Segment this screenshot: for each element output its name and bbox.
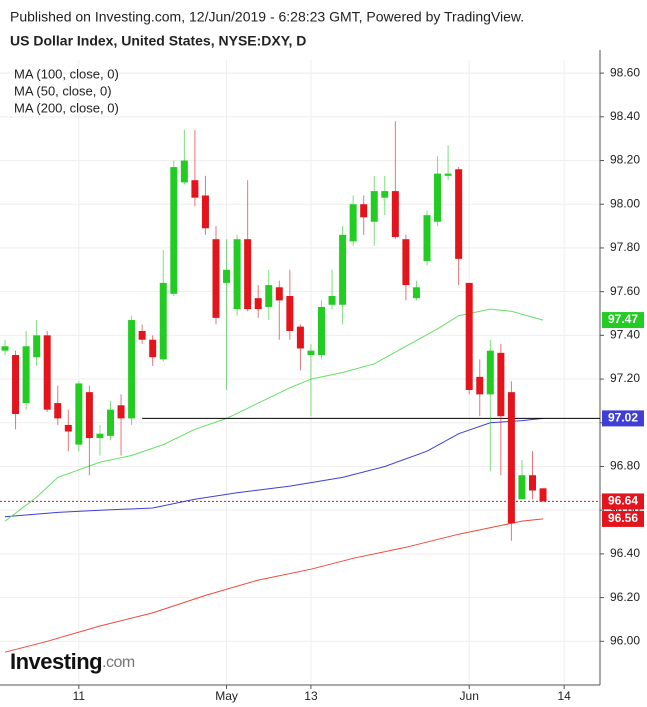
y-tick-label: 98.00	[610, 196, 640, 210]
candle-body	[296, 326, 304, 349]
candle-body	[391, 191, 399, 238]
moving-average-line	[4, 417, 544, 518]
candle-body	[497, 352, 505, 417]
candle-body	[223, 269, 231, 283]
chart-subtitle: Published on Investing.com, 12/Jun/2019 …	[10, 9, 524, 25]
candle-body	[360, 204, 368, 218]
y-tick-label: 98.20	[610, 153, 640, 167]
x-tick-label: 13	[304, 689, 318, 703]
y-tick-label: 97.40	[610, 328, 640, 342]
candle-body	[412, 287, 420, 299]
y-tick-label: 96.80	[610, 459, 640, 473]
plot-area	[1, 121, 600, 653]
x-tick-label: 11	[73, 689, 86, 703]
legend-entry: MA (100, close, 0)	[14, 66, 119, 81]
price-label: 96.64	[608, 494, 638, 508]
candle-body	[233, 239, 241, 310]
candle-body	[1, 346, 9, 351]
candle-body	[265, 285, 273, 307]
candle-body	[170, 167, 178, 294]
candle-body	[476, 376, 484, 395]
y-tick-label: 98.40	[610, 109, 640, 123]
candle-body	[339, 234, 347, 305]
moving-average-line	[4, 308, 544, 522]
price-label-box	[602, 510, 644, 527]
x-tick-label: May	[215, 689, 238, 703]
candle-body	[128, 320, 136, 419]
y-tick-label: 97.20	[610, 371, 640, 385]
candle-body	[539, 488, 547, 502]
brand-logo: Investing.com	[10, 649, 135, 674]
candle-body	[96, 433, 104, 439]
candle-body	[381, 191, 389, 198]
y-tick-label: 96.20	[610, 590, 640, 604]
candle-body	[402, 239, 410, 286]
x-tick-label: Jun	[460, 689, 479, 703]
candle-body	[328, 296, 336, 305]
candle-body	[254, 298, 262, 310]
candle-body	[149, 339, 157, 358]
candle-body	[444, 173, 452, 176]
candle-body	[85, 392, 93, 439]
candle-body	[117, 405, 125, 419]
candle-body	[507, 392, 515, 524]
price-label: 97.47	[608, 312, 638, 326]
brand-name: Investing	[10, 649, 102, 674]
candle-body	[370, 191, 378, 222]
price-label-box	[602, 410, 644, 427]
candle-body	[22, 346, 30, 404]
legend-entry: MA (50, close, 0)	[14, 83, 112, 98]
candle-body	[12, 355, 20, 415]
candle-body	[107, 409, 114, 436]
price-label: 96.56	[608, 511, 638, 525]
candle-body	[275, 287, 283, 301]
candle-body	[138, 330, 146, 340]
candle-body	[54, 403, 62, 419]
y-tick-label: 96.00	[610, 633, 640, 647]
candle-body	[423, 215, 431, 262]
candle-body	[465, 282, 473, 390]
price-label-box	[602, 493, 644, 510]
candle-body	[286, 296, 294, 331]
price-label-box	[602, 312, 644, 329]
candle-body	[518, 475, 526, 500]
legend-entry: MA (200, close, 0)	[14, 100, 119, 115]
candle-body	[455, 169, 463, 259]
candle-body	[75, 383, 83, 445]
y-tick-label: 98.60	[610, 65, 640, 79]
moving-average-line	[4, 518, 544, 653]
chart-title: US Dollar Index, United States, NYSE:DXY…	[10, 33, 306, 49]
candle-body	[212, 239, 220, 318]
price-label: 97.02	[608, 411, 638, 425]
candle-body	[180, 160, 188, 183]
candle-body	[307, 350, 315, 356]
y-tick-label: 96.40	[610, 546, 640, 560]
y-tick-label: 97.80	[610, 240, 640, 254]
candle-body	[191, 180, 199, 198]
candle-body	[33, 335, 41, 358]
x-tick-label: 14	[557, 689, 571, 703]
candle-body	[434, 173, 442, 222]
brand-suffix: .com	[102, 654, 135, 671]
y-tick-label: 97.60	[610, 284, 640, 298]
candle-body	[318, 306, 325, 356]
candle-body	[64, 424, 72, 432]
candle-body	[201, 195, 209, 229]
candle-body	[43, 335, 51, 410]
candle-body	[349, 204, 357, 242]
candle-body	[159, 282, 167, 360]
candle-body	[486, 350, 494, 395]
candle-body	[244, 239, 252, 310]
candle-body	[529, 475, 536, 491]
